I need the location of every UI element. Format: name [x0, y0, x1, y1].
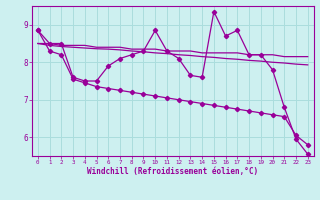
X-axis label: Windchill (Refroidissement éolien,°C): Windchill (Refroidissement éolien,°C)	[87, 167, 258, 176]
